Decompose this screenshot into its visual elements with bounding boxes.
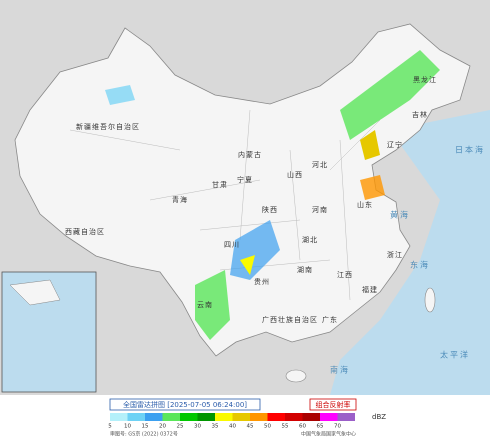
legend-swatch: [197, 413, 215, 421]
sea-label: 南海: [330, 365, 350, 375]
legend-swatch: [127, 413, 145, 421]
taiwan: [424, 287, 436, 313]
legend-swatch: [267, 413, 285, 421]
sea-label: 太平洋: [440, 350, 470, 360]
region-label: 山西: [287, 170, 303, 179]
legend-value: 70: [334, 424, 341, 430]
legend-value: 15: [142, 424, 149, 430]
region-label: 陕西: [262, 205, 278, 214]
legend-swatch: [145, 413, 163, 421]
legend-unit: dBZ: [372, 413, 386, 421]
region-label: 福建: [362, 285, 378, 294]
legend-value: 20: [159, 424, 166, 430]
sea-label: 东海: [410, 260, 430, 270]
region-label: 湖北: [302, 235, 318, 244]
legend-value: 30: [194, 424, 201, 430]
approval-number: 审图号: GS京 (2022) 0372号: [110, 431, 178, 438]
legend-swatch: [302, 413, 320, 421]
legend-swatch: [285, 413, 303, 421]
province-borders: [69, 109, 381, 301]
region-label: 四川: [224, 241, 240, 249]
title-box: [109, 398, 261, 411]
region-label: 湖南: [297, 265, 313, 274]
region-label: 宁夏: [237, 175, 253, 184]
region-label: 云南: [197, 300, 213, 309]
product-name: 组合反射率: [316, 400, 351, 409]
region-label: 辽宁: [387, 140, 403, 149]
legend-value: 50: [264, 424, 271, 430]
legend-swatch: [162, 413, 180, 421]
legend-swatch: [320, 413, 338, 421]
region-label: 江西: [337, 271, 353, 279]
legend-value: 25: [177, 424, 184, 430]
legend-title: 全国雷达拼图 [2025-07-05 06:24:00]: [123, 400, 247, 409]
legend-swatch: [232, 413, 250, 421]
legend-swatch: [110, 413, 128, 421]
legend-swatch: [250, 413, 268, 421]
legend-value: 5: [108, 424, 112, 430]
region-label: 广东: [322, 315, 338, 324]
region-label: 黑龙江: [413, 75, 437, 84]
region-label: 吉林: [412, 110, 428, 119]
sea-label: 黄海: [390, 210, 410, 220]
legend-value: 65: [317, 424, 324, 430]
region-label: 河北: [312, 161, 328, 169]
sea-label: 日本海: [455, 145, 485, 155]
region-label: 广西壮族自治区: [262, 315, 318, 324]
region-label: 甘肃: [212, 180, 228, 189]
credit: 中国气象局国家气象中心: [301, 431, 356, 438]
sea: [330, 110, 490, 395]
legend-value: 35: [212, 424, 219, 430]
region-label: 山东: [357, 200, 373, 209]
region-label: 内蒙古: [238, 150, 262, 159]
region-label: 青海: [172, 195, 188, 204]
legend-value: 55: [282, 424, 289, 430]
legend-swatch: [337, 413, 355, 421]
region-label: 贵州: [254, 277, 270, 286]
region-label: 浙江: [387, 250, 403, 259]
radar-echoes: [105, 50, 440, 340]
legend-value: 40: [229, 424, 236, 430]
legend-swatch: [180, 413, 198, 421]
legend-value: 45: [247, 424, 254, 430]
region-label: 西藏自治区: [65, 227, 105, 236]
product-box: [309, 398, 357, 411]
region-label: 河南: [312, 205, 328, 214]
legend-swatch: [215, 413, 233, 421]
inset-land: [9, 279, 61, 306]
region-label: 新疆维吾尔自治区: [76, 122, 140, 131]
legend-value: 10: [124, 424, 131, 430]
hainan: [285, 369, 307, 383]
legend-value: 60: [299, 424, 306, 430]
